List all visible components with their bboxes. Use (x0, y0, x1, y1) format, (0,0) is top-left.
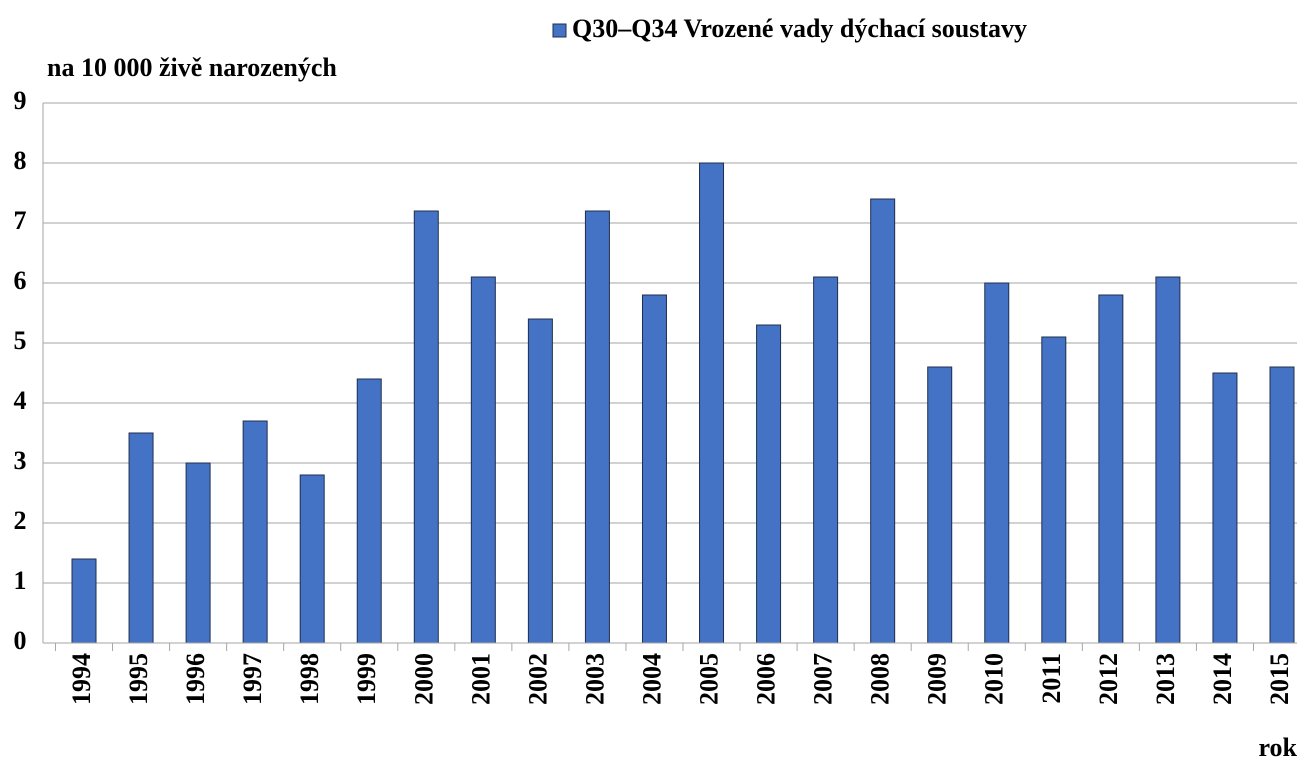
y-tick-label: 2 (14, 506, 27, 535)
x-tick-label: 2007 (809, 653, 838, 705)
y-tick-label: 4 (14, 386, 27, 415)
x-tick-label: 1996 (181, 653, 210, 705)
x-tick-label: 2001 (466, 653, 495, 705)
bar (1212, 372, 1238, 644)
y-tick-label: 9 (14, 86, 27, 115)
x-tick-label: 2015 (1265, 653, 1294, 705)
bar (984, 282, 1010, 644)
bar (699, 162, 725, 644)
x-tick-label: 2005 (694, 653, 723, 705)
x-tick-label: 2014 (1208, 653, 1237, 705)
x-tick-label: 1997 (238, 653, 267, 705)
x-tick-label: 1994 (67, 653, 96, 705)
y-tick-label: 6 (14, 266, 27, 295)
bar (641, 294, 667, 644)
bar (413, 210, 439, 644)
x-tick-label: 2002 (523, 653, 552, 705)
x-tick-label: 2003 (580, 653, 609, 705)
bar (356, 378, 382, 644)
y-axis-title: na 10 000 živě narozených (47, 53, 337, 82)
y-tick-label: 7 (14, 206, 27, 235)
x-tick-label: 2011 (1037, 653, 1066, 704)
bar (1098, 294, 1124, 644)
bar (927, 366, 953, 644)
x-tick-label: 2004 (637, 653, 666, 705)
bar (71, 558, 97, 644)
legend-label: Q30–Q34 Vrozené vady dýchací soustavy (572, 14, 1027, 43)
bar (128, 432, 154, 644)
bar (813, 276, 839, 644)
bar (756, 324, 782, 644)
bar (185, 462, 211, 644)
x-tick-label: 2012 (1094, 653, 1123, 705)
legend-swatch (552, 23, 567, 38)
x-tick-label: 1995 (124, 653, 153, 705)
bar (470, 276, 496, 644)
bar (242, 420, 268, 644)
y-tick-label: 5 (14, 326, 27, 355)
x-axis-title: rok (1258, 733, 1297, 762)
bar (527, 318, 553, 644)
x-tick-label: 1998 (295, 653, 324, 705)
y-tick-label: 3 (14, 446, 27, 475)
x-tick-label: 2009 (923, 653, 952, 705)
y-tick-label: 1 (14, 566, 27, 595)
x-tick-label: 2013 (1151, 653, 1180, 705)
x-tick-label: 2010 (980, 653, 1009, 705)
x-tick-label: 1999 (352, 653, 381, 705)
bar (1269, 366, 1295, 644)
bar (1155, 276, 1181, 644)
y-tick-label: 8 (14, 146, 27, 175)
x-tick-label: 2008 (866, 653, 895, 705)
x-tick-label: 2000 (409, 653, 438, 705)
bar (299, 474, 325, 644)
y-tick-label: 0 (14, 626, 27, 655)
bar (870, 198, 896, 644)
bar (1041, 336, 1067, 644)
x-tick-label: 2006 (752, 653, 781, 705)
bar (584, 210, 610, 644)
